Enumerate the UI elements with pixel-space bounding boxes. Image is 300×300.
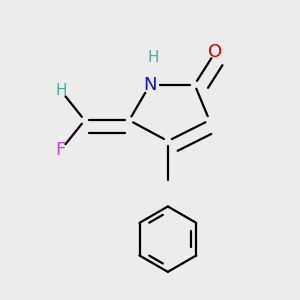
Text: N: N xyxy=(143,76,157,94)
Text: O: O xyxy=(208,43,223,61)
Text: H: H xyxy=(55,83,67,98)
Text: F: F xyxy=(56,141,66,159)
Text: H: H xyxy=(147,50,159,65)
